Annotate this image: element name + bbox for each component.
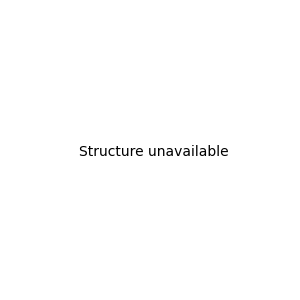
Text: Structure unavailable: Structure unavailable bbox=[79, 145, 229, 158]
